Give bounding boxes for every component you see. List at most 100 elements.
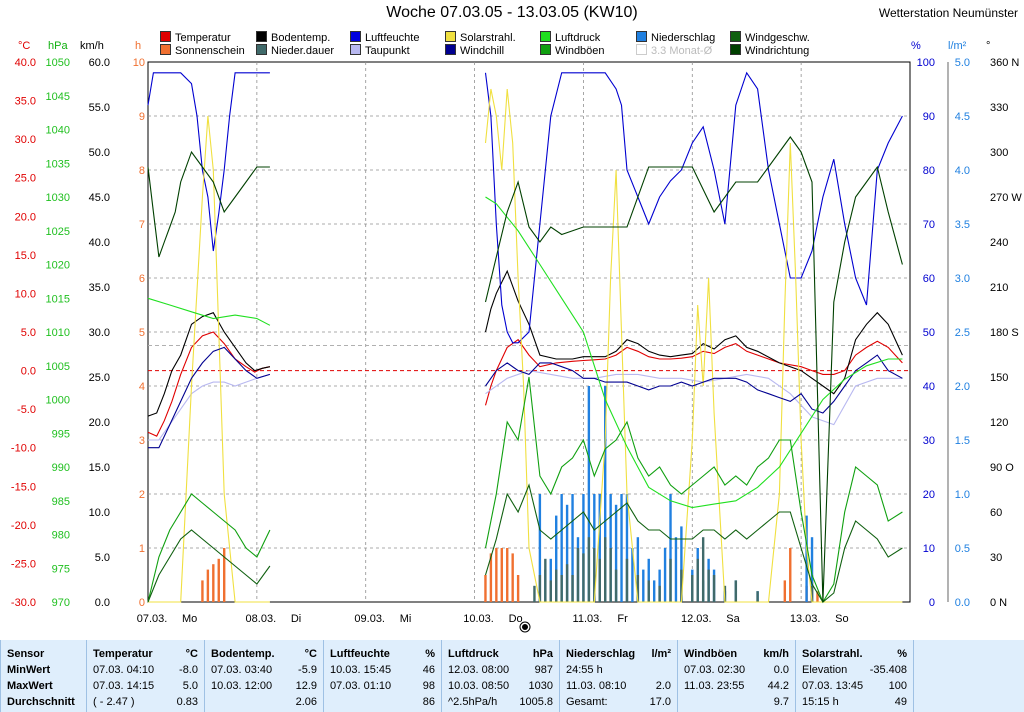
nieder-dauer-bar: [636, 575, 640, 602]
niederschlag-bar: [805, 515, 808, 602]
stats-cell-value: -5.9: [298, 664, 317, 676]
x-tick-weekday: Mi: [400, 613, 412, 625]
stats-panel-unit: hPa: [532, 648, 553, 660]
stats-panel-title: Solarstrahl.: [802, 648, 863, 660]
sonnenschein-bar: [489, 553, 493, 602]
legend-label: Taupunkt: [365, 45, 410, 57]
legend-swatch: [730, 31, 741, 42]
sonnenschein-bar: [506, 548, 509, 602]
wind-tick: 30.0: [89, 327, 110, 339]
stats-cell-label: ( - 2.47 ): [93, 696, 135, 708]
windb-en-line: [484, 376, 903, 604]
sonnenschein-bar: [223, 548, 226, 602]
legend-swatch: [350, 44, 361, 55]
pressure-tick: 1030: [46, 192, 70, 204]
direction-tick: 300: [990, 147, 1008, 159]
wind-tick: 60.0: [89, 57, 110, 69]
stats-cell-value: -35.408: [869, 664, 907, 676]
nieder-dauer-bar: [680, 569, 683, 602]
stats-cell-label: 07.03. 02:30: [684, 664, 746, 676]
rain-tick: 5.0: [955, 57, 970, 69]
temperature-tick: 10.0: [15, 288, 36, 300]
niederschlag-bar: [652, 580, 656, 602]
stats-panel-unit: °C: [185, 648, 198, 660]
sonnenschein-bar: [511, 553, 514, 602]
wind-tick: 45.0: [89, 192, 110, 204]
sunshine-tick: 1: [139, 543, 145, 555]
niederschlag-bar: [555, 515, 558, 602]
x-tick-label: 07.03.: [137, 613, 168, 625]
sun-axis-unit: h: [135, 40, 142, 52]
temperature-tick: 25.0: [15, 173, 36, 185]
nieder-dauer-bar: [565, 564, 569, 602]
stats-cell-label: 07.03. 14:15: [93, 680, 155, 692]
humidity-tick: 60: [923, 273, 935, 285]
stats-row-labels: Sensor MinWert MaxWert Durchschnitt: [0, 640, 86, 712]
humidity-tick: 20: [923, 489, 935, 501]
solarstrahl--line: [148, 115, 270, 603]
luftdruck-line: [485, 196, 903, 509]
legend-item: Windchill: [445, 44, 504, 58]
x-tick-weekday: Fr: [617, 613, 628, 625]
humidity-tick: 30: [923, 435, 935, 447]
stats-cell-label: 07.03. 01:10: [330, 680, 392, 692]
humidity-tick: 50: [923, 327, 935, 339]
direction-tick: 180 S: [990, 327, 1019, 339]
legend-label: Niederschlag: [651, 32, 716, 44]
wind-tick: 25.0: [89, 372, 110, 384]
windgeschw--line: [147, 529, 271, 603]
stats-cell-value: 1005.8: [519, 696, 553, 708]
niederschlag-bar: [631, 548, 634, 602]
legend-label: Nieder.dauer: [271, 45, 334, 57]
legend-swatch: [445, 44, 456, 55]
nieder-dauer-bar: [609, 548, 612, 602]
nieder-dauer-bar: [571, 575, 574, 602]
bodentemp--line: [484, 269, 903, 395]
nieder-dauer-bar: [658, 585, 661, 602]
sunshine-tick: 8: [139, 165, 145, 177]
humidity-tick: 80: [923, 165, 935, 177]
bodentemp--line: [147, 312, 271, 417]
x-tick-label: 13.03.: [790, 613, 821, 625]
legend-label: Bodentemp.: [271, 32, 331, 44]
legend-swatch: [256, 31, 267, 42]
nieder-dauer-bar: [549, 580, 552, 602]
sonnenschein-bar: [516, 575, 520, 602]
nieder-dauer-bar: [598, 558, 601, 602]
pressure-tick: 1000: [46, 395, 70, 407]
legend-item: Niederschlag: [636, 31, 715, 45]
direction-tick: 150: [990, 372, 1008, 384]
stats-panel: Solarstrahl.% Elevation -35.408 07.03. 13:4…: [795, 640, 913, 712]
nieder-dauer-bar: [647, 580, 650, 602]
x-tick-weekday: Do: [509, 613, 523, 625]
x-tick-weekday: So: [835, 613, 848, 625]
stats-cell-value: 2.06: [295, 696, 317, 708]
stats-cell-label: Elevation: [802, 664, 848, 676]
temperature-tick: -5.0: [17, 404, 36, 416]
stats-cell-value: 44.2: [767, 680, 789, 692]
legend-label: Solarstrahl.: [460, 32, 516, 44]
sunshine-tick: 4: [139, 381, 145, 393]
sunshine-tick: 7: [139, 219, 145, 231]
pressure-tick: 1015: [46, 293, 70, 305]
niederschlag-bar: [598, 494, 601, 602]
pressure-tick: 1025: [46, 226, 70, 238]
rain-tick: 1.5: [955, 435, 970, 447]
stats-cell-value: 49: [894, 696, 907, 708]
stats-panel: Windböen km/h 07.03. 02:30 0.0 11.03. 23:55 4…: [677, 640, 795, 712]
stats-cell-value: 5.0: [182, 680, 198, 692]
niederschlag-bar: [620, 494, 623, 602]
nieder-dauer-bar: [555, 569, 558, 602]
temp-axis-unit: °C: [18, 40, 31, 52]
wind-tick: 50.0: [89, 147, 110, 159]
legend-item: Windgeschw.: [730, 31, 810, 45]
stats-panel-unit: %: [897, 648, 907, 660]
wind-tick: 20.0: [89, 417, 110, 429]
wind-tick: 10.0: [89, 507, 110, 519]
sonnenschein-bar: [783, 580, 787, 602]
stats-cell-label: 12.03. 08:00: [448, 664, 510, 676]
stats-filler: [913, 640, 1024, 712]
sunshine-tick: 6: [139, 273, 145, 285]
legend-item: 3.3 Monat-Ø: [636, 44, 712, 58]
luftdruck-line: [147, 297, 271, 326]
